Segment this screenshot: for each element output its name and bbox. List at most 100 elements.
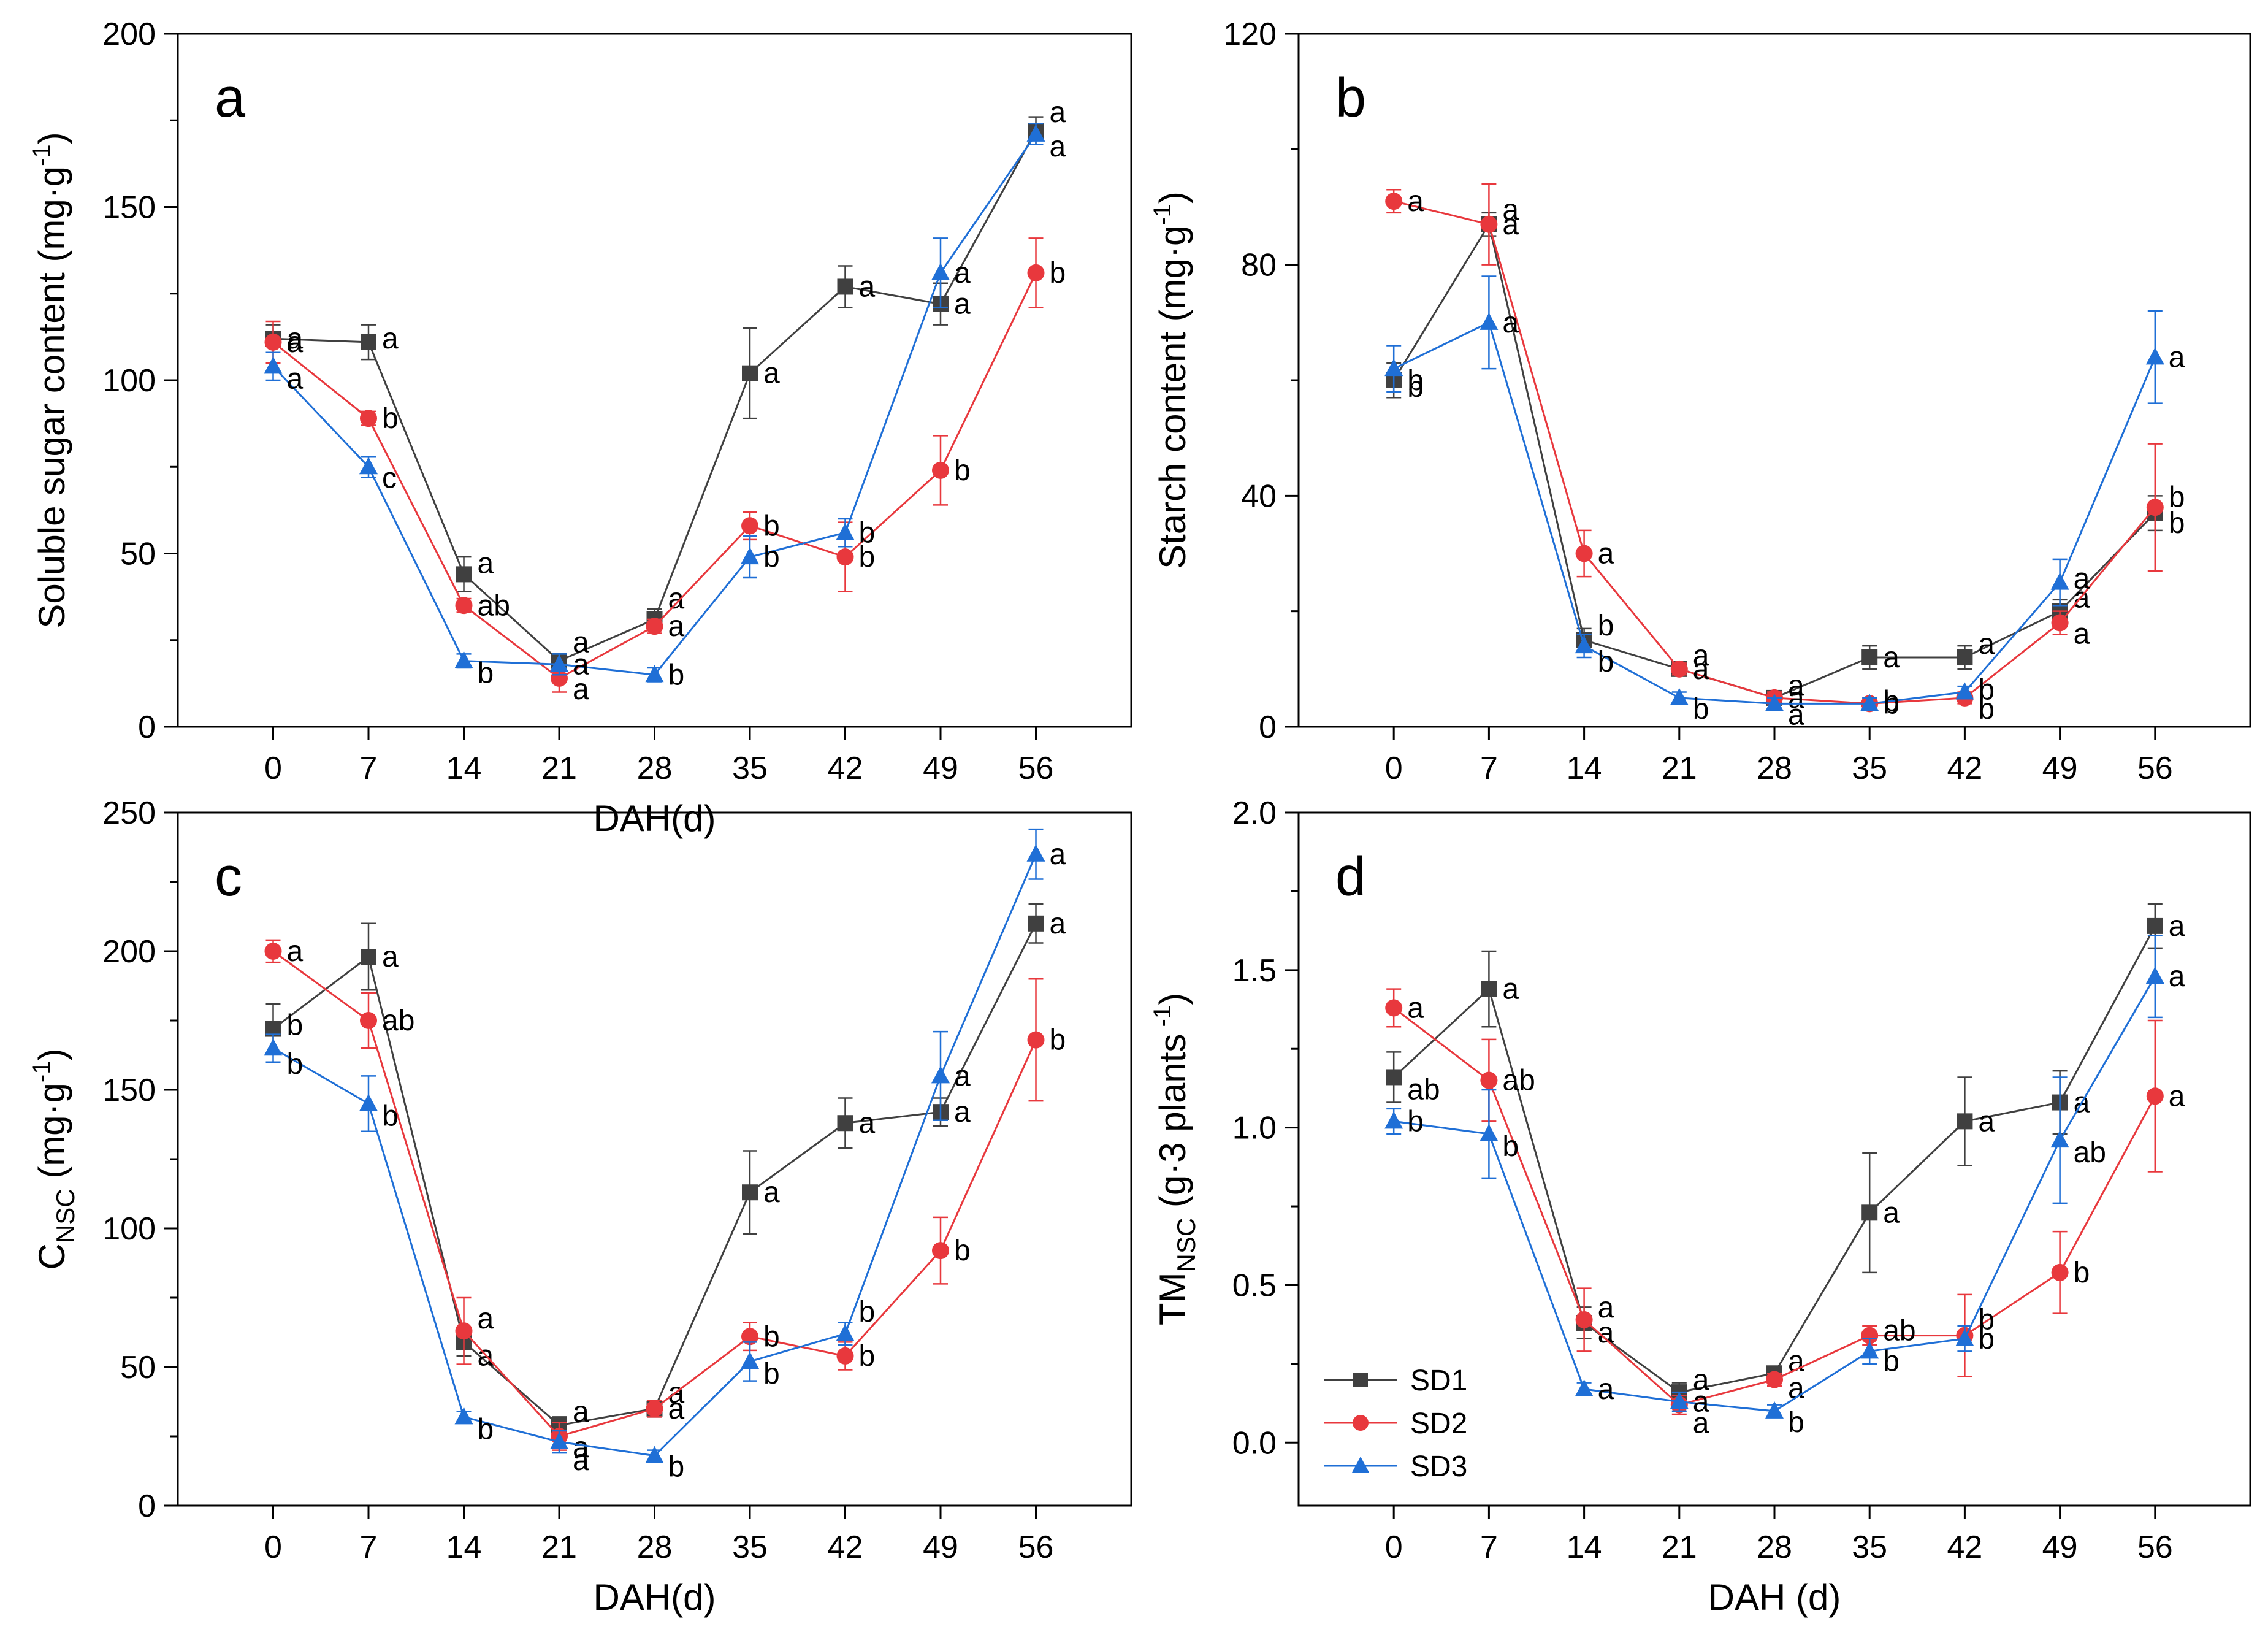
significance-label: b <box>763 541 780 573</box>
significance-label: ab <box>1883 1315 1915 1347</box>
significance-label: a <box>1598 1373 1614 1406</box>
y-tick-label: 200 <box>102 17 156 52</box>
y-tick-label: 0.5 <box>1232 1268 1277 1303</box>
x-tick-label: 49 <box>2042 751 2078 786</box>
significance-label: a <box>382 941 399 973</box>
significance-label: b <box>859 1296 876 1328</box>
y-axis-title-end: ) <box>31 132 72 144</box>
data-point-triangle <box>1670 1392 1689 1409</box>
data-point-circle <box>1575 1311 1593 1328</box>
data-point-triangle <box>264 356 283 374</box>
y-axis-title-sup: -1 <box>28 1061 55 1083</box>
significance-label: a <box>573 648 589 681</box>
y-axis-title-sup: -1 <box>1149 204 1176 226</box>
x-tick-label: 56 <box>1018 751 1054 786</box>
y-tick-label: 0 <box>138 1488 156 1524</box>
significance-label: b <box>1050 1024 1066 1057</box>
significance-label: a <box>573 627 589 659</box>
y-axis-title-main: C <box>31 1243 72 1270</box>
data-point-square <box>837 278 853 295</box>
significance-label: a <box>763 358 780 390</box>
data-point-circle <box>1670 660 1688 678</box>
panel-c: 0 7 14 21 28 35 42 49 56 0 50 100 150 200 250 c CNSC (mg… <box>28 795 1132 1618</box>
significance-label: a <box>1598 538 1614 570</box>
x-tick-label: 28 <box>637 751 673 786</box>
x-tick-label: 28 <box>637 1530 673 1565</box>
data-point-circle <box>1385 999 1403 1017</box>
significance-label: b <box>1883 687 1900 720</box>
data-point-square <box>1386 1069 1402 1086</box>
significance-label: b <box>763 1320 780 1353</box>
y-tick-label: 50 <box>120 537 156 572</box>
data-point-triangle <box>931 262 950 280</box>
data-point-square <box>2147 917 2163 934</box>
data-point-triangle <box>741 1351 759 1369</box>
significance-label: b <box>1050 257 1066 289</box>
data-point-circle <box>2146 499 2164 516</box>
significance-label: a <box>859 270 876 303</box>
data-point-square <box>742 365 758 381</box>
significance-label: a <box>573 1396 589 1428</box>
data-point-triangle <box>264 1038 283 1056</box>
data-point-circle <box>741 517 758 535</box>
data-point-circle <box>932 461 949 479</box>
x-tick-label: 42 <box>1947 751 1982 786</box>
x-tick-label: 28 <box>1757 751 1792 786</box>
data-point-triangle <box>2050 1130 2069 1148</box>
data-point-triangle <box>645 665 664 683</box>
x-tick-label: 21 <box>1662 751 1697 786</box>
series-line <box>1394 976 2156 1412</box>
x-tick-label: 0 <box>264 751 282 786</box>
significance-label: b <box>763 510 780 542</box>
significance-label: a <box>1978 1105 1995 1138</box>
significance-label: b <box>1978 1304 1995 1336</box>
significance-label: a <box>954 1060 971 1092</box>
significance-label: a <box>1050 908 1066 940</box>
significance-label: a <box>382 323 399 355</box>
significance-label: b <box>382 402 399 435</box>
significance-label: a <box>1883 641 1900 674</box>
x-axis-title: DAH (d) <box>1708 1577 1841 1618</box>
data-point-circle <box>2051 1263 2069 1281</box>
significance-label: b <box>954 1235 971 1267</box>
significance-label: a <box>1978 628 1995 661</box>
data-point-circle <box>455 1322 473 1340</box>
data-point-triangle <box>1670 687 1689 705</box>
y-axis-title-rest: (mg·g <box>31 1082 72 1189</box>
significance-label: a <box>1050 838 1066 871</box>
significance-label: b <box>478 657 494 690</box>
significance-label: a <box>1598 1292 1614 1324</box>
data-point-circle <box>1480 1071 1498 1089</box>
data-point-square <box>742 1184 758 1201</box>
x-tick-label: 14 <box>446 751 482 786</box>
y-tick-label: 250 <box>102 795 156 831</box>
y-tick-label: 40 <box>1241 478 1277 514</box>
x-axis-title: DAH(d) <box>593 798 716 839</box>
panel-letter: d <box>1335 846 1366 908</box>
data-point-circle <box>1480 215 1498 233</box>
legend-marker-square <box>1353 1373 1368 1387</box>
significance-label: b <box>382 1100 399 1133</box>
data-point-triangle <box>1860 694 1879 711</box>
significance-label: a <box>2169 1080 2185 1113</box>
significance-label: b <box>668 659 685 691</box>
significance-label: b <box>859 517 876 550</box>
panel-letter: a <box>215 67 246 129</box>
data-point-triangle <box>645 1446 664 1463</box>
significance-label: a <box>954 1096 971 1128</box>
significance-label: b <box>2074 1257 2090 1289</box>
y-axis-title-main: Soluble sugar content (mg·g <box>31 166 72 629</box>
significance-label: a <box>287 323 304 355</box>
x-tick-label: 35 <box>732 751 768 786</box>
significance-label: b <box>954 454 971 487</box>
data-point-triangle <box>454 1407 473 1425</box>
y-tick-label: 1.0 <box>1232 1111 1277 1146</box>
y-axis-title: TMNSC (g·3 plants -1) <box>1149 993 1201 1325</box>
significance-label: a <box>1693 653 1709 686</box>
y-tick-label: 150 <box>102 1073 156 1108</box>
y-tick-label: 100 <box>102 1211 156 1247</box>
data-point-circle <box>264 333 282 351</box>
